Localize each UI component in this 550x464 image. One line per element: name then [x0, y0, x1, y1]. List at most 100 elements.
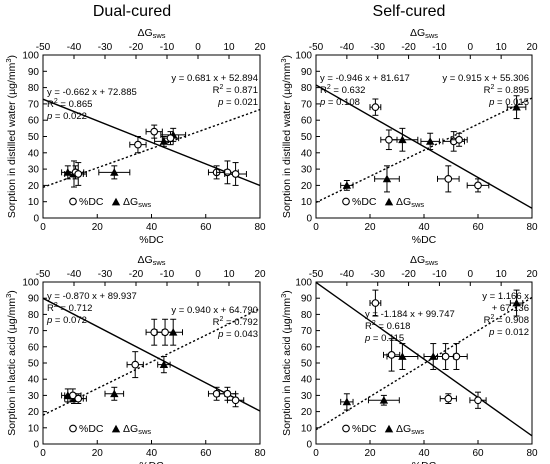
equation-italic: p	[364, 333, 370, 344]
legend-label-dc: %DC	[352, 196, 377, 208]
equation-text: y = -0.946 x + 81.617	[320, 73, 410, 84]
y-axis-label-sup: 3	[4, 294, 13, 298]
x-tick-label: 0	[40, 448, 46, 459]
legend-label-gsws: ΔGsws	[396, 423, 424, 436]
equation-text: = 0.865	[58, 99, 93, 110]
y-tick-label: 0	[306, 440, 312, 451]
x2-tick-label: -20	[129, 42, 144, 53]
x2-tick-label: -50	[309, 269, 324, 280]
legend-label-gsws: ΔGsws	[123, 423, 151, 436]
legend-label-gsws-main: ΔG	[123, 196, 138, 208]
panel-title: Dual-cured	[93, 3, 171, 20]
dc-marker	[444, 394, 453, 403]
x-tick-label: 80	[526, 448, 538, 459]
equation-text: y = -0.662 x + 72.885	[47, 87, 137, 98]
gsws-marker	[110, 168, 119, 176]
y-axis-label-close: )	[6, 55, 18, 59]
x2-tick-label: -30	[98, 269, 113, 280]
equation-sup: 2	[490, 84, 494, 91]
legend: %DC ΔGsws	[69, 423, 151, 436]
y-tick-label: 90	[301, 67, 313, 78]
gsws-marker	[425, 137, 435, 145]
x2-tick-label: -50	[309, 42, 324, 53]
y-tick-label: 90	[28, 294, 40, 305]
dc-marker	[444, 175, 453, 183]
x-axis-label: %DC	[412, 460, 437, 464]
y-tick-label: 20	[28, 181, 40, 192]
x-tick-label: 80	[254, 448, 266, 459]
y-tick-label: 100	[295, 51, 312, 62]
x2-tick-label: 0	[468, 42, 474, 53]
legend: %DC ΔGsws	[69, 196, 151, 209]
panel-title: Self-cured	[373, 3, 446, 20]
equation-line: R2 = 0.895	[484, 84, 529, 96]
equation-italic: p	[217, 329, 223, 340]
x-tick-label: 0	[40, 222, 46, 233]
equation-text: = 0.871	[223, 85, 258, 96]
gsws-marker	[429, 352, 438, 360]
equation-text: = 0.021	[223, 97, 258, 108]
equation-sup: 2	[219, 316, 223, 323]
y-tick-label: 0	[33, 214, 39, 225]
dc-marker	[166, 134, 175, 142]
x-tick-label: 0	[313, 448, 319, 459]
x-tick-label: 40	[146, 448, 158, 459]
equation-line: p = 0.012	[488, 327, 529, 338]
x2-axis-label-main: ΔG	[137, 27, 152, 39]
y-axis-label: Sorption in lactic acid (µg/mm3)	[4, 290, 18, 436]
y-axis-label-main: Sorption in distilled water (µg/mm	[281, 62, 293, 218]
dc-point-errorbars	[226, 393, 245, 408]
equation-text: R	[484, 315, 491, 326]
y-axis-label-sup: 3	[4, 58, 13, 62]
equation-text: R	[47, 99, 54, 110]
x2-tick-label: 10	[223, 269, 235, 280]
x2-tick-label: -30	[98, 42, 113, 53]
gsws-marker	[111, 424, 121, 433]
dc-point-errorbars	[156, 318, 174, 346]
dc-regression-line	[43, 297, 260, 412]
legend-label-gsws: ΔGsws	[123, 196, 151, 209]
equation-line: y = -1.184 x + 99.747	[365, 309, 455, 320]
equation-line: R2 = 0.792	[213, 316, 258, 328]
dc-marker	[134, 140, 142, 149]
equation-text: y = 1.166 x	[482, 291, 529, 302]
x2-tick-label: 10	[496, 269, 508, 280]
gsws-marker	[398, 352, 407, 360]
dc-marker	[231, 170, 240, 178]
dc-marker	[455, 135, 463, 144]
equation-text: = 0.012	[494, 327, 529, 338]
y-axis-label-close: )	[6, 290, 18, 294]
x2-tick-label: 10	[223, 42, 235, 53]
legend: %DC ΔGsws	[342, 196, 424, 209]
equation-text: R	[213, 317, 220, 328]
equation-text: = 0.015	[494, 97, 529, 108]
gsws-marker	[512, 102, 521, 111]
gsws-regression-line	[43, 108, 260, 188]
equation-sup: 2	[54, 302, 58, 309]
gsws-marker	[384, 197, 394, 206]
x2-axis-label-sub: sws	[153, 31, 166, 40]
y-tick-label: 60	[301, 342, 313, 353]
y-tick-label: 60	[28, 342, 40, 353]
equation-text: y = -0.870 x + 89.937	[47, 291, 137, 302]
gsws-marker	[342, 181, 352, 189]
x2-tick-label: 0	[195, 42, 201, 53]
y-tick-label: 70	[28, 326, 40, 337]
equation-line: y = 0.940 x + 64.790	[171, 305, 258, 316]
x2-tick-label: -50	[36, 269, 51, 280]
gsws-marker	[111, 197, 121, 206]
y-tick-label: 20	[28, 407, 40, 418]
y-tick-label: 30	[301, 391, 313, 402]
equation-line: p = 0.115	[364, 333, 404, 344]
dc-marker	[150, 127, 159, 136]
equation-line: p = 0.021	[217, 97, 258, 108]
equation-line: y = 0.915 x + 55.306	[442, 73, 529, 84]
x2-tick-label: -10	[160, 269, 175, 280]
x2-tick-label: -10	[432, 42, 447, 53]
dc-marker	[385, 135, 393, 144]
